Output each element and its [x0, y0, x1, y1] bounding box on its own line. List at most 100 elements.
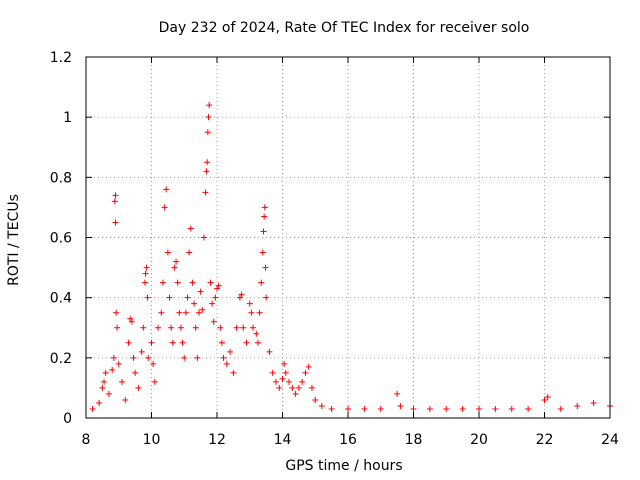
data-point — [227, 348, 234, 355]
data-point — [179, 339, 186, 346]
y-tick-label: 1 — [63, 110, 72, 126]
data-point — [132, 369, 139, 376]
data-point — [276, 384, 283, 391]
data-point — [197, 288, 204, 295]
data-point — [159, 279, 166, 286]
x-tick-label: 8 — [82, 432, 91, 448]
y-tick-label: 0 — [63, 411, 72, 427]
data-point — [101, 378, 108, 385]
data-point — [189, 279, 196, 286]
data-point — [215, 282, 222, 289]
data-point — [240, 324, 247, 331]
data-point — [155, 324, 162, 331]
data-point — [281, 360, 288, 367]
data-point — [99, 384, 106, 391]
data-point — [96, 399, 103, 406]
data-point — [263, 294, 270, 301]
data-point — [302, 369, 309, 376]
data-point — [130, 354, 137, 361]
y-tick-label: 0.4 — [50, 291, 72, 307]
data-point — [184, 294, 191, 301]
data-point — [182, 309, 189, 316]
data-point — [200, 234, 207, 241]
data-point — [204, 159, 211, 166]
data-point — [199, 306, 206, 313]
data-point — [236, 294, 243, 301]
y-axis: 0 0.2 0.4 0.6 0.8 1 1.2 — [50, 50, 610, 427]
data-point — [261, 204, 268, 211]
data-point — [525, 405, 532, 412]
data-point — [299, 378, 306, 385]
data-point — [192, 324, 199, 331]
data-point — [279, 375, 286, 382]
data-point — [590, 399, 597, 406]
data-point — [557, 405, 564, 412]
data-point — [115, 360, 122, 367]
data-point — [202, 189, 209, 196]
data-point — [492, 405, 499, 412]
data-point — [113, 309, 120, 316]
data-point — [112, 192, 119, 199]
data-point — [259, 249, 266, 256]
data-point — [166, 294, 173, 301]
data-point — [397, 402, 404, 409]
data-point — [256, 309, 263, 316]
data-point — [105, 390, 112, 397]
data-point — [238, 291, 245, 298]
data-point — [210, 318, 217, 325]
y-tick-label: 0.8 — [50, 170, 72, 186]
data-point — [233, 324, 240, 331]
data-point — [258, 279, 265, 286]
data-point — [269, 369, 276, 376]
data-point — [114, 324, 121, 331]
data-point — [128, 318, 135, 325]
data-point — [122, 396, 129, 403]
data-point — [171, 264, 178, 271]
x-tick-label: 18 — [405, 432, 423, 448]
data-point — [328, 405, 335, 412]
data-point — [194, 354, 201, 361]
data-points — [89, 102, 613, 412]
x-tick-label: 12 — [208, 432, 226, 448]
data-point — [318, 402, 325, 409]
grid-lines — [86, 57, 610, 418]
y-tick-label: 0.2 — [50, 351, 72, 367]
data-point — [394, 390, 401, 397]
data-point — [125, 339, 132, 346]
data-point — [377, 405, 384, 412]
data-point — [260, 228, 267, 235]
y-tick-label: 0.6 — [50, 231, 72, 247]
data-point — [111, 198, 118, 205]
data-point — [195, 309, 202, 316]
data-point — [217, 324, 224, 331]
data-point — [168, 324, 175, 331]
x-axis-label: GPS time / hours — [285, 458, 402, 474]
data-point — [169, 339, 176, 346]
data-point — [206, 102, 213, 109]
data-point — [142, 270, 149, 277]
data-point — [308, 384, 315, 391]
data-point — [176, 309, 183, 316]
data-point — [181, 354, 188, 361]
data-point — [214, 285, 220, 292]
data-point — [250, 324, 257, 331]
data-point — [173, 258, 180, 265]
data-point — [443, 405, 450, 412]
data-point — [161, 204, 168, 211]
y-axis-label: ROTI / TECUs — [6, 194, 22, 286]
data-point — [135, 384, 142, 391]
data-point — [253, 330, 260, 337]
data-point — [248, 309, 255, 316]
data-point — [541, 396, 548, 403]
x-tick-label: 16 — [339, 432, 357, 448]
data-point — [272, 378, 279, 385]
data-point — [282, 369, 289, 376]
data-point — [110, 354, 117, 361]
data-point — [174, 279, 181, 286]
data-point — [261, 213, 268, 220]
data-point — [177, 324, 184, 331]
data-point — [191, 300, 198, 307]
data-point — [295, 384, 302, 391]
data-point — [203, 168, 210, 175]
data-point — [204, 129, 211, 136]
